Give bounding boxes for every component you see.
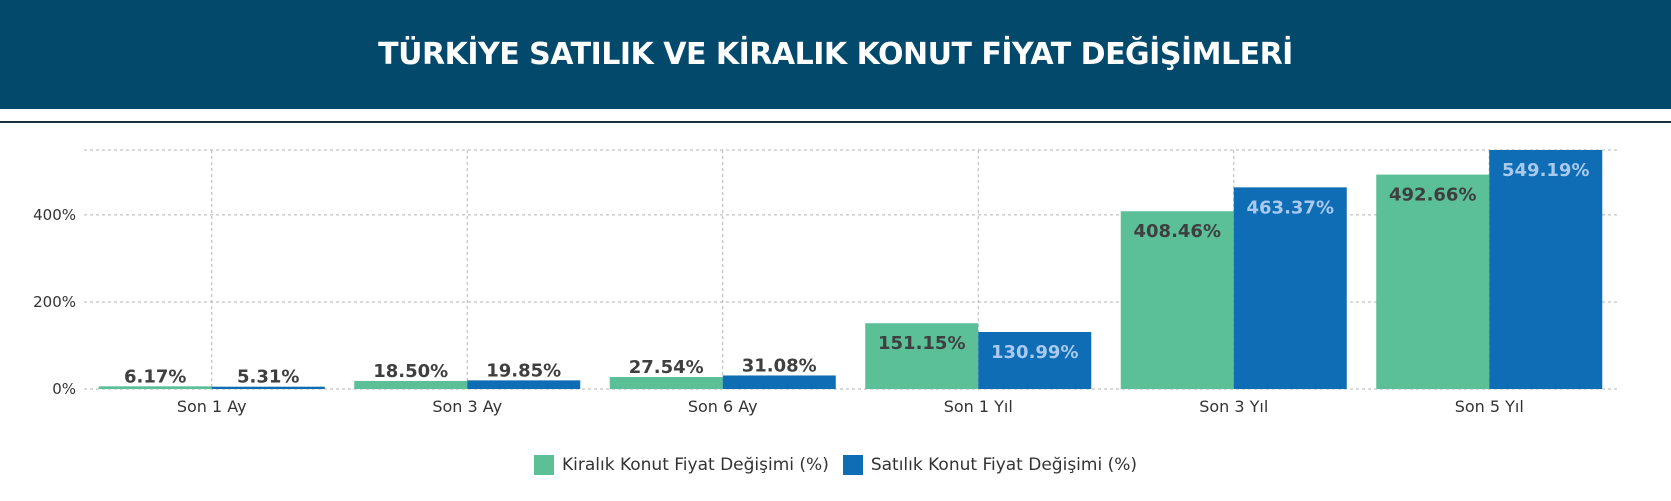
x-tick-label: Son 3 Yıl: [1199, 397, 1268, 416]
legend-label-sale: Satılık Konut Fiyat Değişimi (%): [870, 455, 1138, 475]
y-tick-label: 400%: [33, 206, 76, 224]
data-label: 130.99%: [991, 342, 1079, 363]
bar-rent: [1376, 174, 1490, 389]
page-title: TÜRKİYE SATILIK VE KİRALIK KONUT FİYAT D…: [378, 37, 1293, 72]
chart-legend: Kiralık Konut Fiyat Değişimi (%) Satılık…: [0, 455, 1671, 475]
bar-sale: [722, 375, 836, 389]
y-tick-label: 200%: [33, 293, 76, 311]
x-tick-label: Son 6 Ay: [688, 397, 758, 416]
data-label: 18.50%: [373, 361, 448, 382]
data-label: 492.66%: [1389, 185, 1477, 206]
data-label: 549.19%: [1502, 160, 1590, 181]
data-label: 31.08%: [742, 355, 817, 376]
data-label: 19.85%: [486, 360, 561, 381]
legend-label-rent: Kiralık Konut Fiyat Değişimi (%): [561, 455, 829, 475]
data-label: 5.31%: [237, 367, 299, 388]
legend-swatch-sale: [842, 455, 863, 475]
bar-rent: [865, 323, 979, 389]
x-tick-label: Son 1 Yıl: [944, 397, 1013, 416]
bar-sale: [1233, 187, 1347, 389]
bar-sale: [467, 380, 581, 389]
y-tick-label: 0%: [52, 380, 76, 398]
bar-sale: [978, 331, 1092, 389]
bar-rent: [354, 380, 468, 389]
bar-rent: [98, 386, 212, 389]
legend-item-sale[interactable]: Satılık Konut Fiyat Değişimi (%): [842, 455, 1138, 475]
header-bar: TÜRKİYE SATILIK VE KİRALIK KONUT FİYAT D…: [0, 0, 1671, 109]
data-label: 408.46%: [1134, 221, 1222, 242]
bar-sale: [1489, 150, 1603, 389]
x-tick-label: Son 5 Yıl: [1455, 397, 1524, 416]
x-tick-label: Son 3 Ay: [432, 397, 502, 416]
data-label: 27.54%: [629, 357, 704, 378]
header-divider: [0, 121, 1671, 123]
bar-rent: [1120, 211, 1234, 389]
data-label: 6.17%: [124, 366, 186, 387]
data-label: 463.37%: [1247, 197, 1335, 218]
x-tick-label: Son 1 Ay: [177, 397, 247, 416]
data-label: 151.15%: [878, 333, 966, 354]
legend-swatch-rent: [533, 455, 554, 475]
bar-rent: [609, 377, 723, 389]
bar-sale: [211, 386, 325, 389]
legend-item-rent[interactable]: Kiralık Konut Fiyat Değişimi (%): [533, 455, 829, 475]
